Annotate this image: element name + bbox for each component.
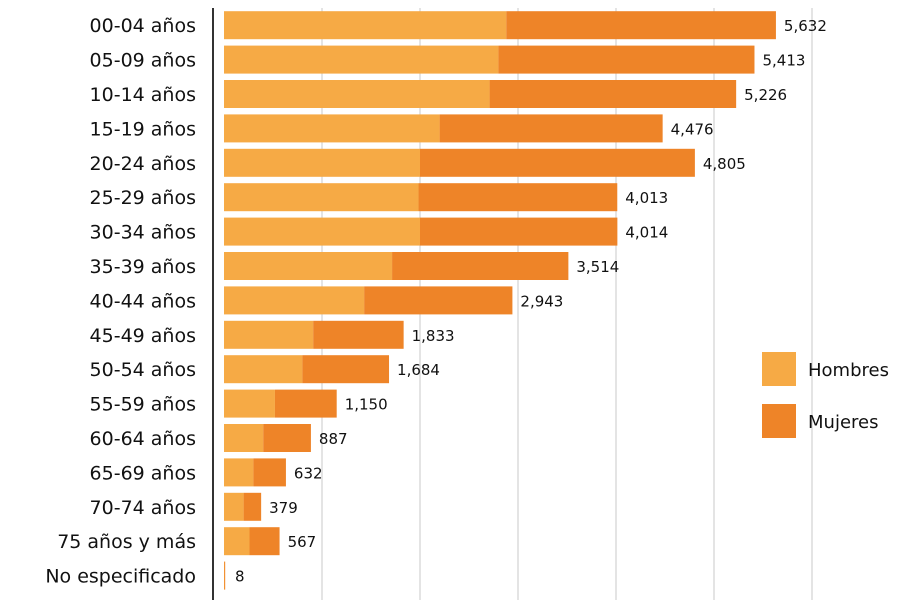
category-label: 25-29 años [90,187,196,209]
total-label: 1,150 [345,396,388,414]
category-label: 00-04 años [90,15,196,37]
bar-mujeres [418,183,618,212]
category-label: 50-54 años [90,359,196,381]
bar-mujeres [364,286,513,315]
bar-hombres [224,286,365,315]
bar-mujeres [253,458,286,487]
bar-hombres [224,424,264,452]
category-labels: 00-04 años 05-09 años 10-14 años 15-19 años… [45,15,196,587]
total-label: 632 [294,464,323,482]
bar-hombres [224,458,254,487]
category-label: 40-44 años [90,290,196,312]
bar-hombres [224,389,275,418]
category-label: 05-09 años [90,50,196,72]
category-label: 55-59 años [90,394,196,416]
category-label: 45-49 años [90,325,196,347]
legend-swatch-hombres [762,352,796,386]
bar-mujeres [439,114,663,143]
bar-mujeres [224,561,226,590]
bar-mujeres [313,320,404,349]
bar-mujeres [506,11,776,40]
total-label: 5,413 [762,52,805,70]
legend-swatch-mujeres [762,404,796,438]
category-label: 15-19 años [90,118,196,140]
bar-hombres [224,527,250,556]
bar-hombres [224,148,420,177]
bar-hombres [224,183,419,212]
total-label: 1,684 [397,361,440,379]
category-label: 35-39 años [90,256,196,278]
legend-label-mujeres: Mujeres [808,412,878,433]
bar-hombres [224,11,507,40]
bar-hombres [224,217,420,246]
category-label: 10-14 años [90,84,196,106]
bars [224,11,776,590]
bar-mujeres [243,492,262,521]
bar-mujeres [498,45,755,74]
legend-label-hombres: Hombres [808,360,889,381]
total-label: 5,226 [744,86,787,104]
category-label: 75 años y más [57,531,196,553]
bar-mujeres [249,527,280,556]
category-label: 20-24 años [90,153,196,175]
bar-hombres [224,355,303,384]
total-label: 4,476 [671,120,714,138]
total-label: 5,632 [784,17,827,35]
total-label: 4,013 [625,189,668,207]
category-label: 30-34 años [90,222,196,244]
bar-hombres [224,492,244,521]
bar-mujeres [489,80,737,108]
bar-mujeres [420,148,695,177]
bar-mujeres [302,355,390,384]
total-label: 887 [319,430,348,448]
bar-mujeres [263,424,311,452]
total-label: 3,514 [576,258,619,276]
total-label: 4,805 [703,155,746,173]
total-label: 567 [288,533,317,551]
total-label: 1,833 [412,327,455,345]
bar-hombres [224,45,499,74]
category-label: 70-74 años [90,497,196,519]
value-labels: 5,632 5,413 5,226 4,476 4,805 4,013 4,014 3,514… [235,17,827,585]
bar-mujeres [420,217,618,246]
bar-hombres [224,80,490,108]
bar-hombres [224,252,393,280]
category-label: No especificado [45,566,196,588]
total-label: 2,943 [520,292,563,310]
category-label: 65-69 años [90,462,196,484]
bar-hombres [224,320,314,349]
bar-mujeres [392,252,569,280]
total-label: 8 [235,568,245,586]
bar-mujeres [274,389,337,418]
bar-hombres [224,114,440,143]
legend: Hombres Mujeres [762,352,889,438]
category-label: 60-64 años [90,428,196,450]
total-label: 4,014 [625,224,668,242]
total-label: 379 [269,499,298,517]
